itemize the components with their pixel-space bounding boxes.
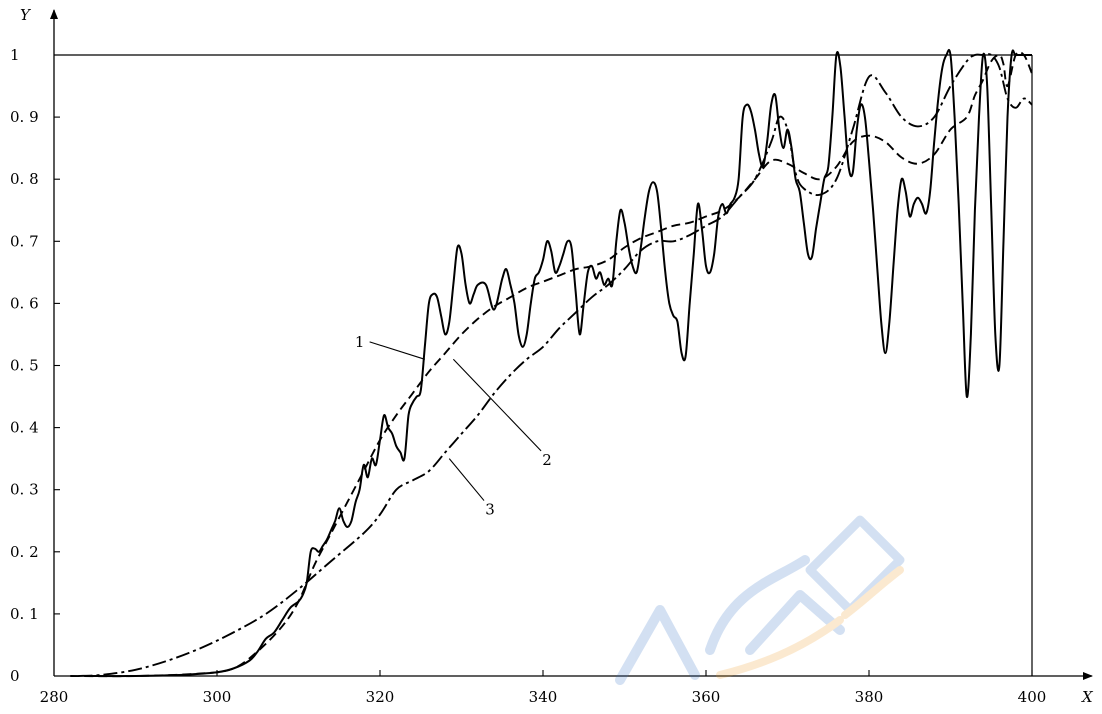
- y-axis-title: Y: [20, 6, 32, 24]
- x-tick-label: 340: [529, 688, 558, 706]
- x-tick-label: 400: [1018, 688, 1047, 706]
- ticks-group: 280 300 320 340 360 380 400 0 0. 1 0. 2 0. 3 0. 4 0.…: [10, 46, 1046, 706]
- y-tick-label: 0: [10, 667, 20, 685]
- series-label-3: 3: [485, 501, 495, 519]
- x-tick-label: 380: [855, 688, 884, 706]
- y-tick-label: 0. 9: [10, 108, 39, 126]
- x-axis-title: X: [1081, 688, 1094, 706]
- x-tick-label: 280: [40, 688, 69, 706]
- y-tick-label: 0. 7: [10, 232, 39, 250]
- y-tick-label: 0. 4: [10, 419, 39, 437]
- leader-line-1: [369, 341, 425, 360]
- leader-line-3: [448, 458, 485, 501]
- series-group: [70, 48, 1033, 678]
- y-tick-label: 0. 6: [10, 294, 39, 312]
- x-tick-label: 300: [203, 688, 232, 706]
- y-tick-label: 1: [10, 46, 20, 64]
- series-line-3: [78, 53, 1033, 677]
- y-tick-label: 0. 2: [10, 543, 39, 561]
- annotations-group: 1 2 3: [355, 333, 552, 519]
- axes-group: [50, 9, 1093, 680]
- y-tick-label: 0. 5: [10, 357, 39, 375]
- x-tick-label: 320: [366, 688, 395, 706]
- series-label-1: 1: [355, 333, 365, 351]
- series-line-1: [86, 48, 1032, 678]
- series-label-2: 2: [542, 451, 552, 469]
- leader-line-2: [452, 358, 542, 452]
- x-tick-label: 360: [692, 688, 721, 706]
- y-tick-label: 0. 1: [10, 605, 39, 623]
- y-tick-label: 0. 3: [10, 481, 39, 499]
- y-tick-label: 0. 8: [10, 170, 39, 188]
- series-line-2: [70, 50, 1033, 678]
